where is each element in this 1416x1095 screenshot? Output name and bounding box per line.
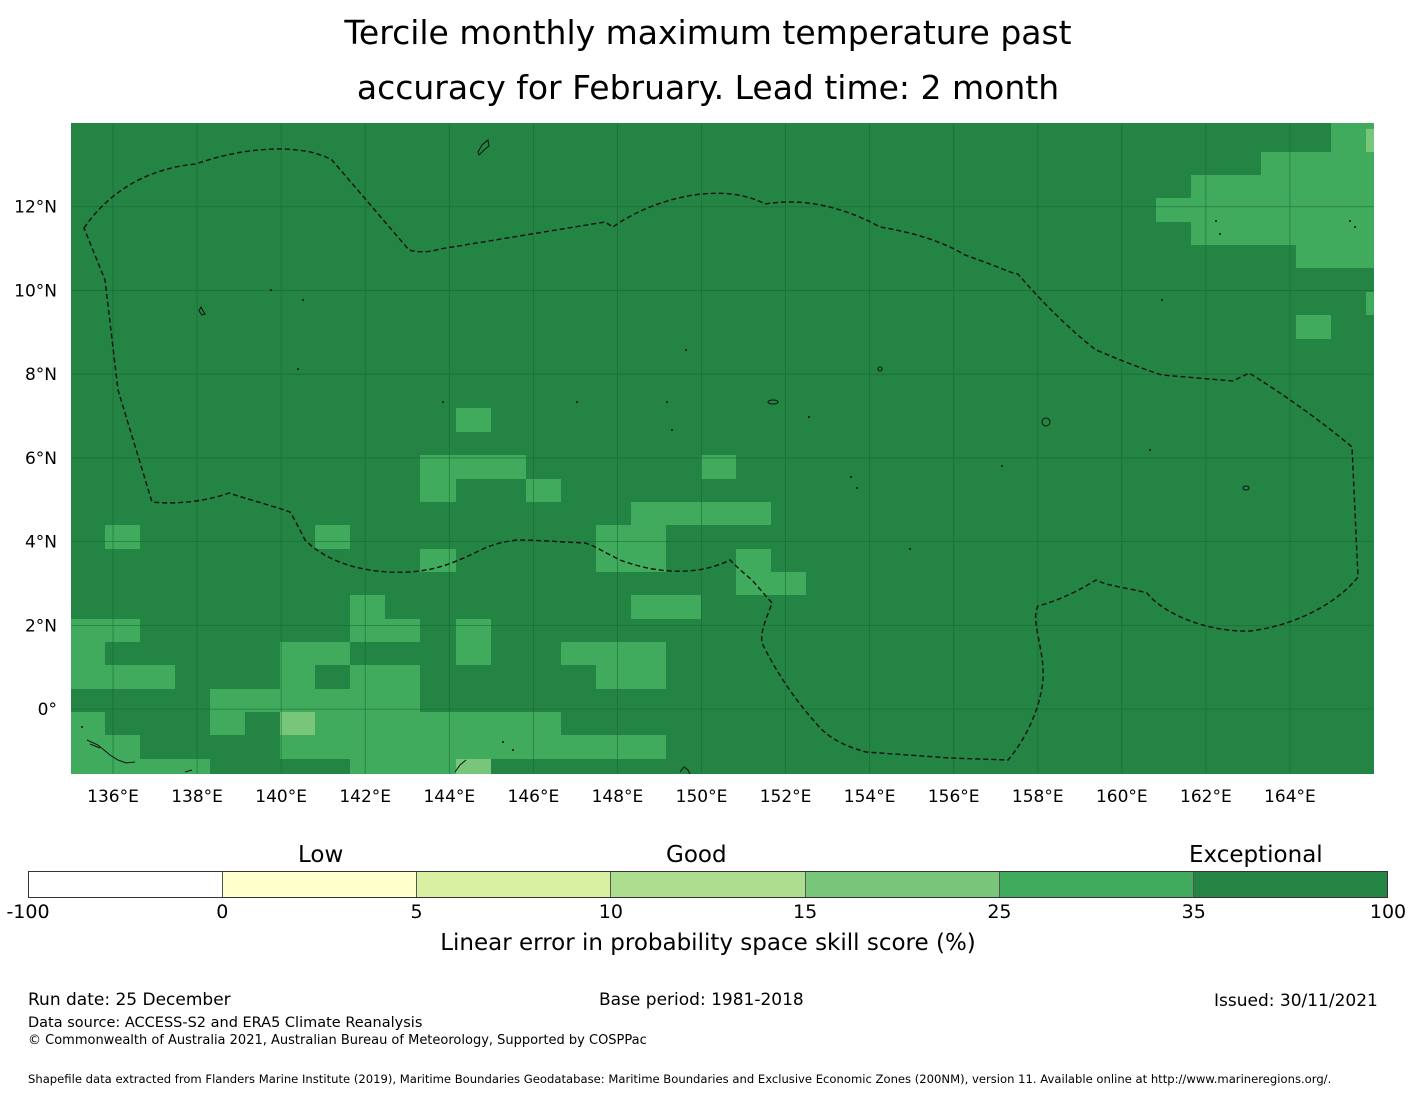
- colorbar-tick-label: 10: [598, 901, 623, 923]
- latitude-label: 2°N: [25, 616, 57, 636]
- map-gridlines: [71, 123, 1374, 774]
- colorbar-tick-label: 15: [793, 901, 818, 923]
- longitude-label: 140°E: [255, 787, 307, 807]
- manus-island: [679, 766, 691, 774]
- longitude-label: 148°E: [592, 787, 644, 807]
- longitude-label: 160°E: [1096, 787, 1148, 807]
- longitude-label: 146°E: [508, 787, 560, 807]
- colorbar-tick-label: 100: [1369, 901, 1407, 923]
- shapefile-credit: Shapefile data extracted from Flanders M…: [28, 1072, 1332, 1086]
- latitude-label: 0°: [38, 700, 57, 720]
- atoll-island: [877, 366, 883, 372]
- kosrae-island: [1242, 485, 1250, 491]
- latitude-label: 12°N: [14, 198, 57, 218]
- longitude-label: 150°E: [676, 787, 728, 807]
- longitude-label: 136°E: [87, 787, 139, 807]
- longitude-label: 152°E: [760, 787, 812, 807]
- colorbar-tick-label: 5: [410, 901, 423, 923]
- small-islands-south: [184, 759, 467, 773]
- longitude-label: 154°E: [844, 787, 896, 807]
- colorbar-segment: [417, 872, 612, 897]
- chuuk-island: [767, 399, 779, 405]
- data-source: Data source: ACCESS-S2 and ERA5 Climate …: [28, 1015, 423, 1031]
- pohnpei-island: [1041, 417, 1051, 427]
- title-line-1: Tercile monthly maximum temperature past: [344, 13, 1072, 52]
- longitude-label: 144°E: [423, 787, 475, 807]
- colorbar-tick-label: -100: [6, 901, 50, 923]
- legend-category-exceptional: Exceptional: [1189, 842, 1323, 868]
- issued-date: Issued: 30/11/2021: [1214, 991, 1378, 1011]
- latitude-label: 8°N: [25, 365, 57, 385]
- guam-island: [477, 139, 490, 156]
- run-date: Run date: 25 December: [28, 990, 231, 1010]
- latitude-label: 6°N: [25, 449, 57, 469]
- legend-category-low: Low: [298, 842, 344, 868]
- eez-boundary: [83, 148, 1359, 761]
- colorbar: [28, 871, 1388, 898]
- longitude-label: 138°E: [171, 787, 223, 807]
- skill-cells: [71, 123, 1374, 774]
- latitude-label: 10°N: [14, 281, 57, 301]
- copyright: © Commonwealth of Australia 2021, Austra…: [28, 1033, 647, 1048]
- longitude-label: 164°E: [1264, 787, 1316, 807]
- colorbar-tick-label: 25: [987, 901, 1012, 923]
- islands: [86, 139, 1250, 774]
- longitude-label: 162°E: [1180, 787, 1232, 807]
- latitude-labels: 12°N 10°N 8°N 6°N 4°N 2°N 0°: [14, 198, 57, 720]
- chart-title: Tercile monthly maximum temperature past…: [0, 6, 1416, 116]
- longitude-labels: 136°E 138°E 140°E 142°E 144°E 146°E 148°E 150°E…: [87, 787, 1316, 807]
- palau-island: [198, 305, 206, 316]
- longitude-label: 156°E: [928, 787, 980, 807]
- new-guinea-coast: [86, 739, 136, 764]
- colorbar-segment: [223, 872, 418, 897]
- colorbar-segment: [611, 872, 806, 897]
- colorbar-segment: [999, 872, 1194, 897]
- colorbar-tick-label: 0: [216, 901, 229, 923]
- colorbar-segment: [1193, 872, 1387, 897]
- legend-category-good: Good: [666, 842, 727, 868]
- longitude-label: 158°E: [1012, 787, 1064, 807]
- colorbar-tick-label: 35: [1181, 901, 1206, 923]
- longitude-label: 142°E: [339, 787, 391, 807]
- latitude-label: 4°N: [25, 533, 57, 553]
- title-line-2: accuracy for February. Lead time: 2 mont…: [356, 67, 1060, 107]
- colorbar-segment: [29, 872, 224, 897]
- base-period: Base period: 1981-2018: [599, 990, 804, 1010]
- colorbar-segment: [805, 872, 1000, 897]
- colorbar-label: Linear error in probability space skill …: [440, 930, 976, 956]
